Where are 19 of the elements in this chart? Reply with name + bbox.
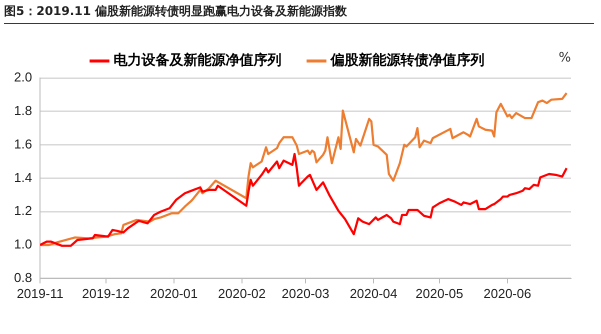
y-tick-label: 1.8 xyxy=(14,102,32,118)
y-tick-label: 1.0 xyxy=(14,236,32,252)
y-axis-title: % xyxy=(558,50,571,66)
x-tick-label: 2020-06 xyxy=(484,286,532,301)
y-tick-label: 2.0 xyxy=(14,70,32,85)
legend-label: 电力设备及新能源净值序列 xyxy=(114,52,282,69)
y-tick-label: 1.6 xyxy=(14,136,32,152)
x-tick-label: 2019-11 xyxy=(16,286,64,301)
x-tick-label: 2020-02 xyxy=(218,286,266,301)
y-tick-label: 1.2 xyxy=(14,203,32,218)
x-tick-label: 2019-12 xyxy=(82,286,130,301)
legend-label: 偏股新能源转债净值序列 xyxy=(330,52,484,69)
x-tick-label: 2020-05 xyxy=(416,286,464,301)
y-tick-label: 1.4 xyxy=(14,170,32,185)
y-tick-label: 0.8 xyxy=(14,270,32,285)
chart-title: 图5：2019.11 偏股新能源转债明显跑赢电力设备及新能源指数 xyxy=(4,3,594,24)
x-tick-label: 2020-01 xyxy=(150,286,198,301)
x-tick-label: 2020-03 xyxy=(282,286,330,301)
x-tick-label: 2020-04 xyxy=(350,286,398,301)
